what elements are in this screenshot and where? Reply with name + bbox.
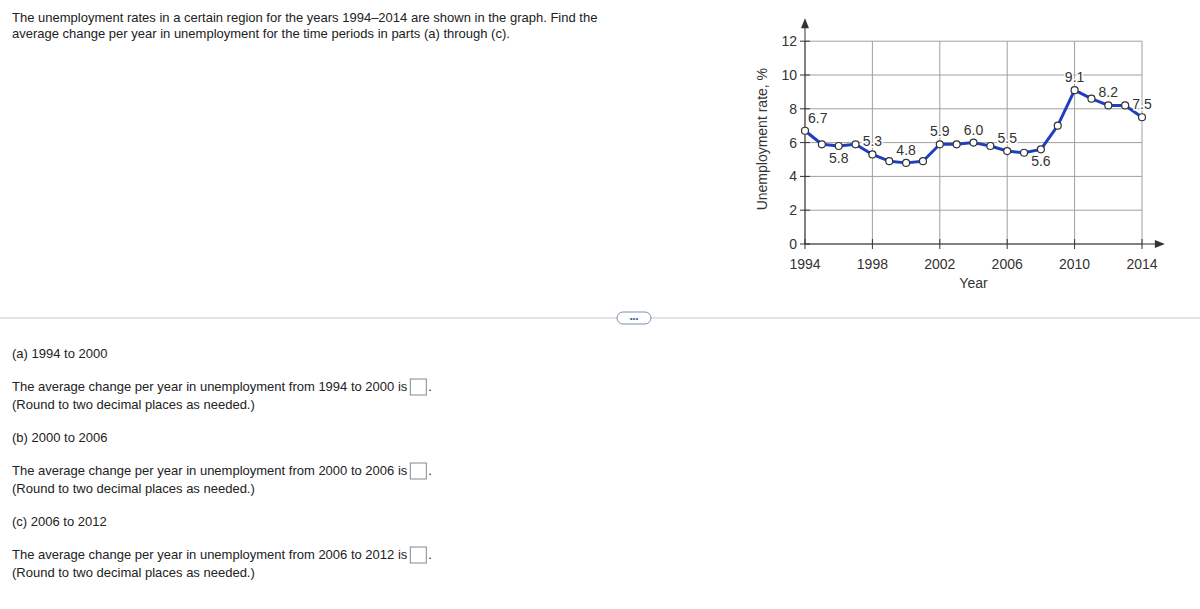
question-text: The unemployment rates in a certain regi… bbox=[12, 10, 597, 25]
x-tick-label: 2014 bbox=[1126, 256, 1157, 272]
y-tick bbox=[800, 142, 810, 143]
value-label: 5.5 bbox=[997, 130, 1017, 146]
marker bbox=[1054, 122, 1061, 129]
marker bbox=[886, 158, 893, 165]
part-prompt: The average change per year in unemploym… bbox=[12, 547, 408, 562]
x-tick bbox=[805, 239, 806, 249]
part-hint: (Round to two decimal places as needed.) bbox=[12, 481, 255, 496]
value-label: 5.6 bbox=[1031, 153, 1051, 169]
part-hint: (Round to two decimal places as needed.) bbox=[12, 397, 255, 412]
marker bbox=[987, 142, 994, 149]
value-label: 9.1 bbox=[1065, 69, 1085, 85]
marker bbox=[936, 141, 943, 148]
marker bbox=[835, 142, 842, 149]
marker bbox=[852, 141, 859, 148]
marker bbox=[1071, 87, 1078, 94]
marker bbox=[1105, 102, 1112, 109]
marker bbox=[970, 139, 977, 146]
part-prompt: The average change per year in unemploym… bbox=[12, 463, 408, 478]
page: The unemployment rates in a certain regi… bbox=[0, 0, 1200, 609]
marker bbox=[802, 127, 809, 134]
y-tick bbox=[800, 75, 810, 76]
part-hint: (Round to two decimal places as needed.) bbox=[12, 565, 255, 580]
x-tick bbox=[872, 239, 873, 249]
y-tick-label: 8 bbox=[789, 101, 797, 117]
x-axis-arrow bbox=[1155, 240, 1165, 248]
y-tick bbox=[800, 41, 810, 42]
part-suffix: . bbox=[428, 547, 432, 562]
answer-box[interactable] bbox=[410, 547, 426, 563]
value-labels: 6.7 5.8 5.3 4.8 5.9 6.0 5.5 5.6 9.1 8.2 7.5 bbox=[808, 69, 1152, 169]
grid-line-y bbox=[805, 210, 1142, 211]
grid-line-y bbox=[805, 176, 1142, 177]
y-tick-label: 10 bbox=[781, 67, 797, 83]
value-label: 7.5 bbox=[1132, 96, 1152, 112]
marker bbox=[1122, 102, 1129, 109]
grid-line-y bbox=[805, 108, 1142, 109]
y-tick-label: 0 bbox=[789, 236, 797, 252]
marker bbox=[903, 159, 910, 166]
part-heading: (b) 2000 to 2006 bbox=[12, 430, 107, 445]
y-tick-label: 2 bbox=[789, 202, 797, 218]
part-suffix: . bbox=[428, 379, 432, 394]
marker bbox=[1139, 114, 1146, 121]
x-tick bbox=[1007, 239, 1008, 249]
grid-line-x bbox=[1142, 41, 1143, 244]
value-label: 5.9 bbox=[930, 123, 950, 139]
x-tick-label: 2010 bbox=[1059, 256, 1090, 272]
answer-box[interactable] bbox=[410, 463, 426, 479]
x-tick bbox=[1074, 239, 1075, 249]
question-text: average change per year in unemployment … bbox=[12, 26, 510, 41]
marker bbox=[1004, 148, 1011, 155]
value-label: 8.2 bbox=[1099, 84, 1119, 100]
grid-line-y bbox=[805, 41, 1142, 42]
grid-line-y bbox=[805, 75, 1142, 76]
value-label: 4.8 bbox=[896, 142, 916, 158]
x-tick-label: 1998 bbox=[857, 256, 888, 272]
y-tick-label: 12 bbox=[781, 33, 797, 49]
x-tick-label: 2006 bbox=[992, 256, 1023, 272]
part-prompt: The average change per year in unemploym… bbox=[12, 379, 408, 394]
marker bbox=[1037, 146, 1044, 153]
x-tick bbox=[1142, 239, 1143, 249]
x-axis bbox=[805, 244, 1159, 245]
y-tick bbox=[800, 176, 810, 177]
y-tick-label: 4 bbox=[789, 168, 797, 184]
marker bbox=[869, 151, 876, 158]
part-suffix: . bbox=[428, 463, 432, 478]
x-axis-label: Year bbox=[959, 275, 988, 291]
value-label: 5.8 bbox=[829, 150, 849, 166]
x-tick-label: 2002 bbox=[924, 256, 955, 272]
value-label: 6.7 bbox=[808, 110, 828, 126]
chart: 0 2 4 6 8 10 12 1994 1998 2002 2006 2010 2014 Year Une… bbox=[754, 18, 1165, 291]
answer-box[interactable] bbox=[410, 379, 426, 395]
marker bbox=[818, 141, 825, 148]
series bbox=[802, 87, 1146, 167]
divider bbox=[0, 318, 1200, 319]
marker bbox=[1021, 149, 1028, 156]
part-heading: (c) 2006 to 2012 bbox=[12, 514, 107, 529]
part-heading: (a) 1994 to 2000 bbox=[12, 346, 107, 361]
value-label: 5.3 bbox=[863, 133, 883, 149]
y-axis-label: Unemployment rate, % bbox=[754, 68, 770, 210]
marker bbox=[919, 158, 926, 165]
x-tick bbox=[939, 239, 940, 249]
y-tick-label: 6 bbox=[789, 135, 797, 151]
y-tick bbox=[800, 210, 810, 211]
line bbox=[805, 90, 1142, 163]
marker bbox=[1088, 95, 1095, 102]
more-button-label: ••• bbox=[630, 314, 639, 323]
more-button[interactable] bbox=[617, 312, 651, 324]
marker bbox=[953, 141, 960, 148]
y-axis-arrow bbox=[801, 18, 809, 28]
value-label: 6.0 bbox=[964, 122, 984, 138]
x-tick-label: 1994 bbox=[789, 256, 820, 272]
